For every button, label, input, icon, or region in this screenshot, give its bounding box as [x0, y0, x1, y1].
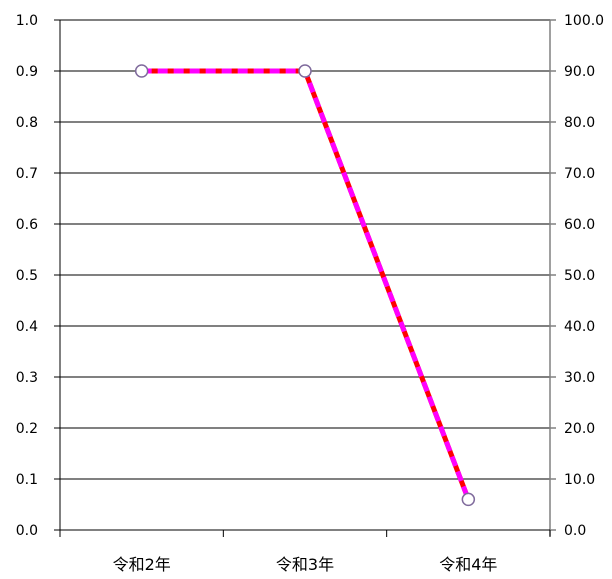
- series-lines: [141, 68, 471, 501]
- left-tick-label: 1.0: [16, 13, 38, 29]
- left-tick-label: 0.3: [16, 370, 38, 386]
- x-tick-label: 令和3年: [276, 555, 334, 574]
- left-tick-label: 0.4: [16, 319, 38, 335]
- axes: [59, 20, 551, 536]
- x-tick-label: 令和2年: [113, 555, 171, 574]
- x-tick-label: 令和4年: [439, 555, 497, 574]
- left-tick-label: 0.6: [16, 217, 38, 233]
- series-markers: [134, 64, 476, 507]
- right-tick-label: 100.0: [564, 13, 604, 29]
- left-tick-label: 0.8: [16, 115, 38, 131]
- right-tick-label: 90.0: [564, 64, 595, 80]
- data-point-marker: [134, 64, 149, 78]
- right-tick-label: 80.0: [564, 115, 595, 131]
- data-point-marker: [298, 64, 312, 78]
- left-tick-label: 0.1: [16, 472, 38, 488]
- series-line-right-axis: [141, 68, 471, 501]
- right-tick-label: 0.0: [564, 523, 586, 539]
- right-tick-label: 60.0: [564, 217, 595, 233]
- right-tick-label: 70.0: [564, 166, 595, 182]
- right-tick-label: 30.0: [564, 370, 595, 386]
- left-tick-label: 0.7: [16, 166, 38, 182]
- left-tick-label: 0.9: [16, 64, 38, 80]
- right-tick-label: 50.0: [564, 268, 595, 284]
- left-tick-label: 0.0: [16, 523, 38, 539]
- right-tick-label: 20.0: [564, 421, 595, 437]
- gridlines: [60, 19, 550, 480]
- right-tick-label: 10.0: [564, 472, 595, 488]
- right-axis-ticks: 0.0 10.0 20.0 30.0 40.0 50.0 60.0 70.0 80.0 90.0 1…: [550, 13, 604, 539]
- left-tick-label: 0.2: [16, 421, 38, 437]
- data-point-marker: [461, 492, 476, 507]
- series-line-left-axis: [141, 68, 471, 501]
- left-tick-label: 0.5: [16, 268, 38, 284]
- left-axis-ticks: 0.0 0.1 0.2 0.3 0.4 0.5 0.6 0.7 0.8 0.9 1.0: [16, 13, 60, 539]
- right-tick-label: 40.0: [564, 319, 595, 335]
- x-axis-ticks: 令和2年 令和3年 令和4年: [59, 530, 551, 574]
